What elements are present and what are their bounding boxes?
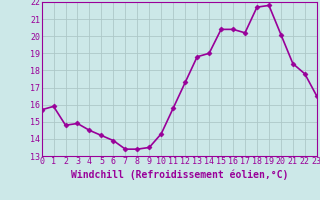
X-axis label: Windchill (Refroidissement éolien,°C): Windchill (Refroidissement éolien,°C) xyxy=(70,169,288,180)
